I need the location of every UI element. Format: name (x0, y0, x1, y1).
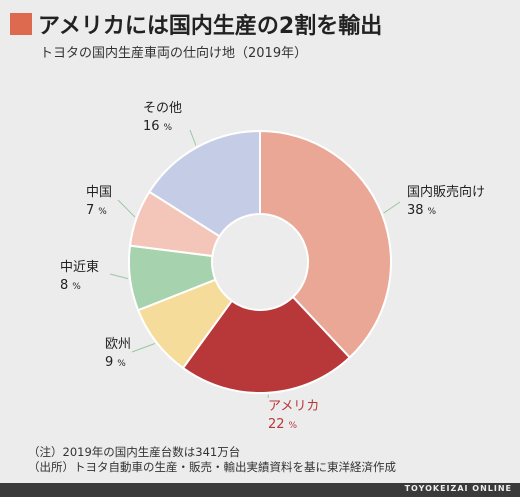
slices-group (128, 129, 392, 394)
note-total: （注）2019年の国内生産台数は341万台 (28, 445, 241, 459)
slice-value-1: 38% (407, 203, 437, 218)
leader-line-3 (131, 343, 156, 353)
slice-label-4: 中近東 (60, 259, 99, 275)
slice-value-4: 8% (60, 278, 81, 293)
note-source: （出所）トヨタ自動車の生産・販売・輸出実績資料を基に東洋経済作成 (28, 460, 396, 474)
leader-lines-group (109, 129, 401, 399)
slice-1 (259, 129, 392, 359)
slice-value-2: 22% (268, 417, 298, 432)
slice-label-3: 欧州 (105, 337, 131, 352)
slice-label-5: 中国 (86, 185, 112, 200)
leader-line-1 (383, 201, 401, 214)
slice-label-6: その他 (143, 101, 182, 116)
slice-value-3: 9% (105, 355, 126, 370)
leader-line-5 (117, 199, 136, 218)
chart-subtitle: トヨタの国内生産車両の仕向け地（2019年） (40, 46, 308, 61)
leader-line-6 (189, 129, 197, 146)
footer-bar: TOYOKEIZAI ONLINE (0, 483, 520, 497)
slice-label-1: 国内販売向け (407, 184, 485, 200)
chart-title: アメリカには国内生産の2割を輸出 (38, 14, 383, 39)
notes: （注）2019年の国内生産台数は341万台 （出所）トヨタ自動車の生産・販売・輸… (28, 445, 396, 475)
slice-2 (181, 295, 352, 394)
footer-brand: TOYOKEIZAI ONLINE (404, 484, 512, 493)
leader-line-4 (109, 273, 129, 280)
slice-label-2: アメリカ (268, 399, 319, 414)
slice-value-5: 7% (86, 203, 107, 218)
slice-6 (148, 129, 261, 238)
title-marker (10, 13, 32, 35)
slice-value-6: 16% (143, 119, 173, 134)
title-row: アメリカには国内生産の2割を輸出 (10, 8, 382, 40)
labels-group: 国内販売向け 38 % アメリカ 22 % 欧州 9 % 中近東 8 % 中国 7 % その他 16% (60, 101, 485, 432)
